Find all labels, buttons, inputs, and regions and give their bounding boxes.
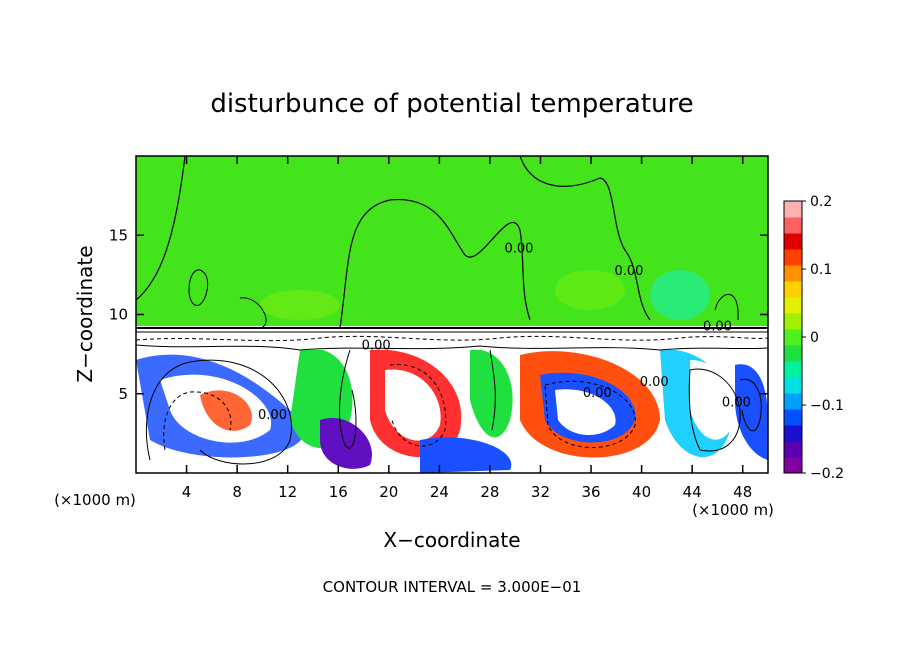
contour-label: 0.00 bbox=[362, 338, 391, 353]
transition-band bbox=[136, 332, 768, 350]
contour-label: 0.00 bbox=[614, 264, 643, 279]
contour-label: 0.00 bbox=[505, 242, 534, 257]
colorbar-tick-label: −0.2 bbox=[810, 466, 844, 482]
eddy-band bbox=[555, 389, 616, 436]
contour-line bbox=[163, 391, 232, 451]
contour-labels: 0.00 0.00 0.00 0.00 0.00 0.00 0.00 0.00 bbox=[258, 242, 751, 423]
contour-line bbox=[136, 335, 768, 342]
y-axis-label: Z−coordinate bbox=[73, 245, 97, 382]
colorbar-segment bbox=[784, 361, 802, 378]
eddy-band bbox=[420, 437, 512, 473]
colorbar-segment bbox=[784, 441, 802, 458]
x-tick-label: 36 bbox=[581, 483, 600, 501]
colorbar-tick-label: 0 bbox=[810, 330, 819, 346]
eddy-band bbox=[385, 369, 441, 441]
colorbar-segment bbox=[784, 265, 802, 282]
colorbar-segment bbox=[784, 345, 802, 362]
upper-field-patch bbox=[260, 290, 340, 320]
contour-line bbox=[688, 368, 741, 452]
eddy-band bbox=[470, 349, 513, 438]
contour-label: 0.00 bbox=[722, 395, 751, 410]
x-unit-right: (×1000 m) bbox=[692, 501, 774, 519]
colorbar-segment bbox=[784, 393, 802, 410]
colorbar-tick-label: 0.1 bbox=[810, 262, 832, 278]
x-tick-label: 12 bbox=[278, 483, 297, 501]
colorbar-segment bbox=[784, 297, 802, 314]
colorbar-tick-label: 0.2 bbox=[810, 194, 832, 210]
contour-line bbox=[339, 199, 531, 329]
upper-field-patch bbox=[650, 270, 710, 320]
colorbar-segment bbox=[784, 281, 802, 298]
x-tick-label: 44 bbox=[683, 483, 702, 501]
chart-title: disturbunce of potential temperature bbox=[210, 89, 693, 119]
colorbar-segment bbox=[784, 329, 802, 346]
contour-line bbox=[714, 293, 739, 321]
contour-label: 0.00 bbox=[703, 319, 732, 334]
y-axis-ticks: 5 10 15 bbox=[109, 226, 768, 403]
colorbar-segment bbox=[784, 233, 802, 250]
contour-interval-footer: CONTOUR INTERVAL = 3.000E−01 bbox=[323, 578, 582, 596]
contour-label: 0.00 bbox=[640, 375, 669, 390]
x-tick-label: 40 bbox=[632, 483, 651, 501]
colorbar bbox=[783, 200, 803, 474]
colorbar-segment bbox=[784, 377, 802, 394]
x-tick-label: 20 bbox=[379, 483, 398, 501]
colorbar-segment bbox=[784, 425, 802, 442]
colorbar-segment bbox=[784, 313, 802, 330]
x-tick-label: 32 bbox=[531, 483, 550, 501]
plot-area: 0.00 0.00 0.00 0.00 0.00 0.00 0.00 0.00 bbox=[136, 156, 768, 473]
colorbar-segment bbox=[784, 249, 802, 266]
colorbar-ticks: 0.2 0.1 0 −0.1 −0.2 bbox=[802, 194, 844, 482]
contour-line bbox=[339, 349, 357, 449]
x-tick-label: 48 bbox=[733, 483, 752, 501]
y-tick-label: 5 bbox=[118, 385, 128, 403]
x-tick-label: 24 bbox=[430, 483, 449, 501]
contour-line bbox=[145, 359, 292, 465]
contour-line bbox=[739, 378, 762, 432]
contour-line bbox=[389, 364, 447, 447]
x-axis-label: X−coordinate bbox=[383, 528, 520, 552]
colorbar-segment bbox=[784, 409, 802, 426]
x-axis-ticks: 4 8 12 16 20 24 28 32 36 40 44 48 bbox=[182, 156, 752, 501]
x-tick-label: 8 bbox=[232, 483, 242, 501]
contour-label: 0.00 bbox=[583, 386, 612, 401]
x-tick-label: 28 bbox=[480, 483, 499, 501]
y-tick-label: 10 bbox=[109, 306, 128, 324]
eddy-band bbox=[320, 418, 372, 469]
contour-line bbox=[519, 156, 651, 321]
colorbar-segment bbox=[784, 217, 802, 234]
upper-field-patch bbox=[555, 270, 625, 310]
x-unit-left: (×1000 m) bbox=[54, 491, 136, 509]
x-tick-label: 16 bbox=[329, 483, 348, 501]
contour-line bbox=[489, 349, 496, 431]
colorbar-tick-label: −0.1 bbox=[810, 398, 844, 414]
eddy-band bbox=[735, 364, 768, 460]
contour-label: 0.00 bbox=[258, 408, 287, 423]
contour-line bbox=[136, 344, 768, 351]
colorbar-segment bbox=[784, 201, 802, 218]
contour-line bbox=[239, 297, 267, 329]
y-tick-label: 15 bbox=[109, 226, 128, 244]
contour-line bbox=[136, 156, 186, 301]
contour-line bbox=[188, 269, 209, 306]
x-tick-label: 4 bbox=[182, 483, 192, 501]
colorbar-segment bbox=[784, 457, 802, 474]
contour-line bbox=[544, 380, 636, 448]
eddy-band bbox=[200, 390, 252, 431]
